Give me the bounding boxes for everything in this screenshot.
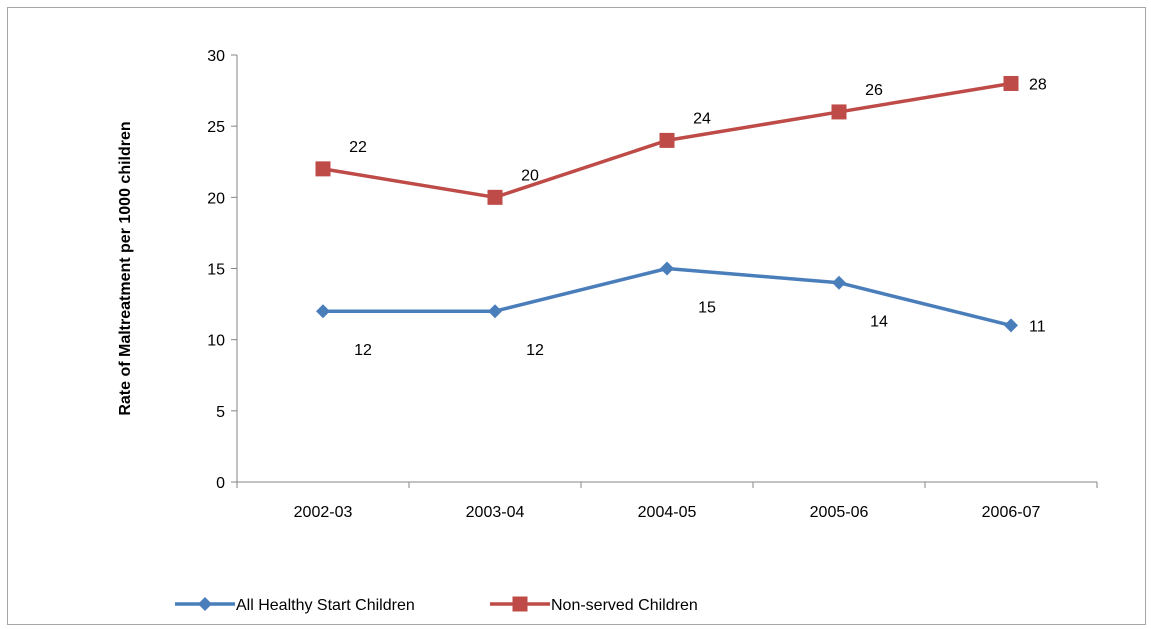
legend-item: Non-served Children (490, 596, 698, 614)
data-point-marker (316, 304, 330, 319)
x-tick-label: 2005-06 (810, 504, 869, 521)
legend-marker (198, 597, 212, 611)
series-all-healthy-start: 12 12 15 14 11 (316, 261, 1046, 359)
series-layer: 12 12 15 14 11 22 20 24 26 28 (315, 75, 1047, 359)
data-point-marker (831, 104, 847, 120)
y-tick-label: 20 (207, 190, 225, 207)
y-tick-label: 25 (207, 119, 225, 136)
x-tick-label: 2006-07 (982, 504, 1041, 521)
data-label: 12 (354, 342, 372, 359)
x-tick-label: 2002-03 (294, 504, 353, 521)
data-point-marker (1004, 318, 1018, 333)
y-tick-label: 30 (207, 48, 225, 65)
x-tick-label: 2004-05 (638, 504, 697, 521)
data-point-marker (487, 189, 503, 205)
data-label: 14 (870, 314, 888, 331)
y-axis-title: Rate of Maltreatment per 1000 children (117, 121, 134, 415)
chart-frame (7, 7, 1146, 625)
legend-label: Non-served Children (551, 597, 698, 614)
legend-item: All Healthy Start Children (175, 597, 415, 614)
y-ticks: 0 5 10 15 20 25 30 (207, 48, 237, 492)
legend-marker (512, 596, 528, 612)
data-point-marker (1003, 75, 1019, 91)
data-label: 26 (865, 82, 883, 99)
data-label: 11 (1029, 318, 1046, 335)
x-tick-label: 2003-04 (466, 504, 525, 521)
legend: All Healthy Start Children Non-served Chi… (175, 596, 698, 614)
legend-label: All Healthy Start Children (236, 597, 415, 614)
data-label: 12 (526, 342, 544, 359)
data-point-marker (315, 161, 331, 177)
data-point-marker (832, 275, 846, 290)
x-ticks: 2002-03 2003-04 2004-05 2005-06 2006-07 (236, 482, 1098, 521)
data-label: 28 (1029, 76, 1047, 93)
y-tick-label: 5 (216, 404, 225, 421)
y-tick-label: 15 (207, 262, 225, 279)
data-point-marker (660, 261, 674, 276)
series-non-served: 22 20 24 26 28 (315, 75, 1047, 205)
data-point-marker (488, 304, 502, 319)
y-tick-label: 0 (216, 475, 225, 492)
y-tick-label: 10 (207, 333, 225, 350)
data-label: 15 (698, 300, 716, 317)
series-line (323, 266, 1012, 328)
data-label: 20 (521, 167, 539, 184)
data-label: 22 (349, 139, 367, 156)
data-label: 24 (693, 110, 711, 127)
data-point-marker (659, 132, 675, 148)
